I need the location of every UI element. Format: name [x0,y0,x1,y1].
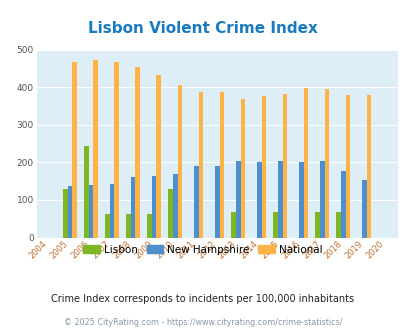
Bar [147,214,151,238]
Bar [235,161,240,238]
Bar [303,88,307,238]
Bar [168,189,173,238]
Bar [89,185,93,238]
Bar [63,189,68,238]
Bar [256,162,261,238]
Bar [340,171,345,238]
Bar [282,93,286,238]
Bar [173,174,177,238]
Bar [93,60,98,238]
Bar [68,186,72,238]
Text: Lisbon Violent Crime Index: Lisbon Violent Crime Index [88,21,317,36]
Bar [198,92,202,238]
Bar [130,178,135,238]
Bar [345,95,350,238]
Bar [72,61,77,238]
Bar [84,146,89,238]
Bar [261,96,266,238]
Bar [298,162,303,238]
Bar [214,166,219,238]
Bar [315,212,319,238]
Text: Crime Index corresponds to incidents per 100,000 inhabitants: Crime Index corresponds to incidents per… [51,294,354,304]
Bar [135,67,140,238]
Legend: Lisbon, New Hampshire, National: Lisbon, New Hampshire, National [79,241,326,259]
Bar [240,99,245,238]
Bar [319,161,324,238]
Bar [277,161,282,238]
Bar [219,92,224,238]
Bar [361,181,366,238]
Bar [114,62,119,238]
Bar [177,85,182,238]
Bar [273,212,277,238]
Bar [151,176,156,238]
Bar [105,214,110,238]
Bar [110,184,114,238]
Bar [231,212,235,238]
Bar [366,95,370,238]
Bar [335,212,340,238]
Bar [194,166,198,238]
Bar [156,75,161,238]
Bar [324,89,328,238]
Bar [126,214,130,238]
Text: © 2025 CityRating.com - https://www.cityrating.com/crime-statistics/: © 2025 CityRating.com - https://www.city… [64,318,341,327]
